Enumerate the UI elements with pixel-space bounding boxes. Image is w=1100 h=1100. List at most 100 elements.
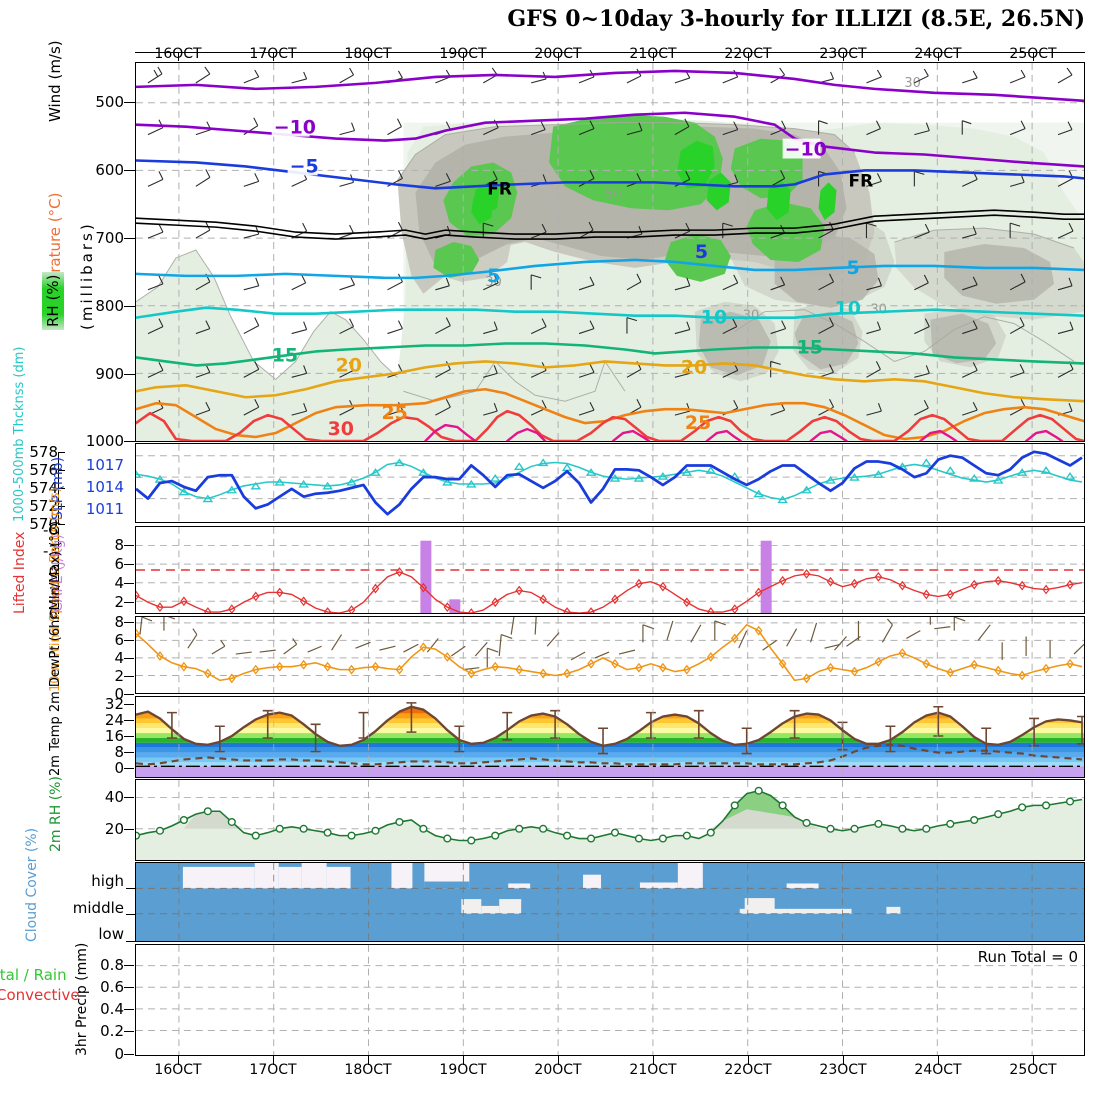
ytick-cape-6: 6 [114,555,124,573]
axis-label-thickness: 1000-500mb Thcknss (dm) [12,346,27,522]
upper-air-panel: 50 50 30 30 30 30 [135,62,1085,442]
li-axis-spine [58,530,59,614]
cape-tick-2 [124,602,134,603]
rh-label-50b: 50 [695,247,711,262]
contour-plus5 [136,258,1084,280]
rh-label-30c: 30 [904,76,920,91]
bot-tickmark-3 [368,1056,369,1065]
t2m-tick-8 [124,752,134,753]
xtick-bottom-17oct: 17OCT [249,1062,297,1078]
precip-plot [136,945,1084,1055]
rh-label-50: 50 [605,187,621,202]
axis-label-lifted-index: Lifted Index [12,531,28,614]
xtick-bottom-21oct: 21OCT [629,1062,677,1078]
contour-label-15-right: 15 [797,336,823,358]
temp2m-plot [136,697,1084,777]
rh-label-30b: 30 [870,303,886,318]
ytick-t2m-32: 32 [104,695,124,713]
bot-tickmark-5 [558,1056,559,1065]
cloud-cover-plot [136,863,1084,941]
thk-tick-574 [58,488,65,489]
contour-label-25-left: 25 [381,402,407,424]
contour-label-fr-left: FR [487,178,512,198]
top-tickmark-5 [558,52,559,61]
axis-label-wind: Wind (m/s) [46,40,64,122]
contour-label-fr-right: FR [848,170,873,190]
contour-label-10-left: 10 [701,307,727,329]
cloud-row-separators [136,887,1084,915]
contour-label-m5-left: −5 [290,155,319,177]
ytick-thk-574: 574 [29,479,58,497]
thk-tick-572 [58,506,65,507]
ytick-rh2m-20: 20 [104,820,124,838]
thickness-markers [136,458,1076,504]
temp2m-minmax-whiskers [166,702,1084,755]
ytick-rh2m-40: 40 [104,788,124,806]
contour-label-30: 30 [328,418,354,440]
bot-tickmark-4 [463,1056,464,1065]
rh2m-markers [136,786,1075,845]
contour-label-25-right: 25 [685,412,711,434]
temp2m-mask [136,697,1084,746]
bot-tickmark-8 [843,1056,844,1065]
rh-contour-lines [136,122,1075,402]
wind-tick-6 [124,640,134,641]
rh2m-plot [136,780,1084,860]
ytick-pcp-06: 0.6 [100,978,124,996]
contour-freezing-0 [136,209,1084,235]
ytick-li-6: 6 [48,605,58,623]
rh-label-30: 30 [743,309,759,324]
ytick-wind-2: 2 [114,667,124,685]
temp2m-line [136,705,1083,747]
ytick-t2m-0: 0 [114,759,124,777]
xtick-bottom-18oct: 18OCT [344,1062,392,1078]
contour-plus20 [136,360,1084,403]
xtick-bottom-20oct: 20OCT [534,1062,582,1078]
rh2m-tick-20 [124,829,134,830]
ytick-li-m6: -6 [43,521,58,539]
t2m-tick-32 [124,704,134,705]
pcp-tick-06 [124,987,134,988]
ytick-wind-4: 4 [114,649,124,667]
ytick-li-m3: -3 [43,542,58,560]
contour-label-15-left: 15 [272,344,298,366]
contour-minus5 [136,159,1084,190]
contour-plus15 [136,342,1084,367]
legend-precip-total: Total / Rain [0,966,67,984]
ytick-thk-576: 576 [29,461,58,479]
cloud-row-high: high [91,872,124,890]
cloud-tick-2 [126,914,135,915]
ytick-slp-1011: 1011 [85,500,124,518]
contour-text-labels: −10 −10 −5 FR FR 5 5 5 10 10 15 15 20 [271,117,873,440]
axis-label-millibars: (millibars) [78,221,96,330]
thk-tick-570 [58,524,65,525]
contour-label-5-right: 5 [847,257,860,279]
thk-tick-576 [58,470,65,471]
tickmark-1000 [124,441,135,442]
cloud-row-middle: middle [72,899,124,917]
top-tickmark-2 [273,52,274,61]
ytick-700mb: 700 [95,229,124,247]
ytick-thk-570: 570 [29,515,58,533]
xtick-bottom-22oct: 22OCT [724,1062,772,1078]
pcp-tick-08 [124,965,134,966]
wind-tick-4 [124,658,134,659]
cloud-middle-bars [461,898,901,914]
ytick-t2m-8: 8 [114,743,124,761]
tickmark-600 [124,170,135,171]
dewpt2m-line [136,743,1083,766]
contour-label-5-mid: 5 [695,241,708,263]
rh-green-shading [433,114,837,282]
wind10m-panel [135,616,1085,694]
ytick-t2m-24: 24 [104,711,124,729]
ytick-1000mb: 1000 [85,432,124,450]
lifted-index-line [136,571,1083,613]
cloud-cover-panel [135,862,1085,942]
ytick-wind-0: 0 [114,685,124,703]
tickmark-700 [124,238,135,239]
wind-tick-8 [124,622,134,623]
tickmark-800 [124,306,135,307]
wind-tick-2 [124,676,134,677]
rh2m-area-green [722,790,795,821]
cloud-high-bars [182,863,819,889]
